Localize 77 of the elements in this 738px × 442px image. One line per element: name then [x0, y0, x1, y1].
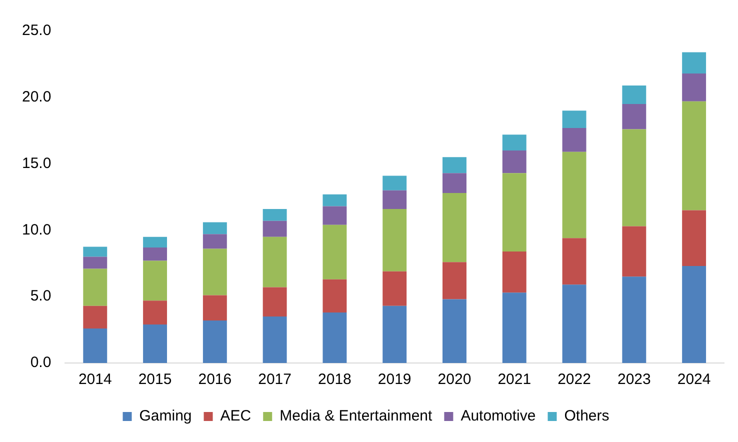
legend-label: Automotive [460, 408, 536, 425]
x-tick-label: 2020 [438, 371, 472, 388]
bar [682, 73, 706, 102]
bar [262, 236, 287, 288]
bar [143, 324, 168, 363]
bar [622, 85, 646, 104]
bar [622, 226, 646, 277]
bar [382, 306, 407, 363]
x-tick-label: 2017 [258, 371, 292, 388]
bar [382, 208, 407, 272]
legend-label: Media & Entertainment [280, 408, 434, 425]
bar [202, 248, 227, 296]
x-tick-label: 2016 [198, 371, 232, 388]
bar [382, 271, 407, 306]
x-tick-label: 2019 [378, 371, 412, 388]
bar [502, 173, 526, 252]
x-tick-label: 2022 [558, 371, 591, 388]
bar [682, 266, 706, 363]
bar [83, 256, 108, 269]
bar [442, 157, 466, 174]
bar [322, 206, 347, 225]
bar [562, 238, 586, 285]
bar [262, 287, 287, 317]
bar [262, 316, 287, 363]
bar [682, 210, 706, 266]
bar [83, 246, 108, 257]
bar [682, 52, 706, 74]
x-tick-label: 2023 [617, 371, 651, 388]
bar [83, 306, 108, 328]
bar [202, 234, 227, 249]
bar [502, 251, 526, 293]
bar [562, 128, 586, 152]
y-tick-label: 10.0 [22, 221, 52, 238]
legend-label: AEC [220, 408, 252, 425]
x-tick-label: 2018 [318, 371, 352, 388]
y-tick-label: 5.0 [30, 288, 52, 305]
bar [622, 104, 646, 130]
bar [83, 268, 108, 306]
bar [622, 276, 646, 363]
bar [143, 236, 168, 248]
bar [502, 150, 526, 174]
bar [262, 208, 287, 221]
bar [442, 193, 466, 262]
bar [562, 152, 586, 238]
bar [143, 247, 168, 261]
bar [83, 328, 108, 363]
legend-label: Others [564, 408, 610, 425]
bar [322, 312, 347, 363]
bar [682, 101, 706, 210]
bar [143, 260, 168, 301]
bar [502, 134, 526, 151]
bar [562, 284, 586, 363]
bar [202, 320, 227, 363]
legend-label: Gaming [139, 408, 192, 425]
bar [202, 295, 227, 321]
bar [262, 220, 287, 237]
x-tick-label: 2024 [677, 371, 711, 388]
bar [382, 176, 407, 190]
bar [442, 299, 466, 363]
bar [382, 190, 407, 209]
y-tick-label: 0.0 [30, 354, 52, 372]
y-tick-label: 20.0 [22, 88, 52, 106]
bar [322, 224, 347, 280]
bar [502, 292, 526, 363]
bar [322, 279, 347, 313]
bar [143, 300, 168, 324]
bar [442, 262, 466, 300]
x-tick-label: 2014 [78, 371, 112, 388]
bar [442, 173, 466, 194]
bar [202, 222, 227, 234]
x-tick-label: 2015 [138, 371, 172, 388]
bar [622, 129, 646, 226]
y-tick-label: 15.0 [22, 154, 52, 172]
x-tick-label: 2021 [498, 371, 532, 388]
bar [322, 194, 347, 206]
bar [562, 110, 586, 128]
y-tick-label: 25.0 [22, 22, 52, 40]
